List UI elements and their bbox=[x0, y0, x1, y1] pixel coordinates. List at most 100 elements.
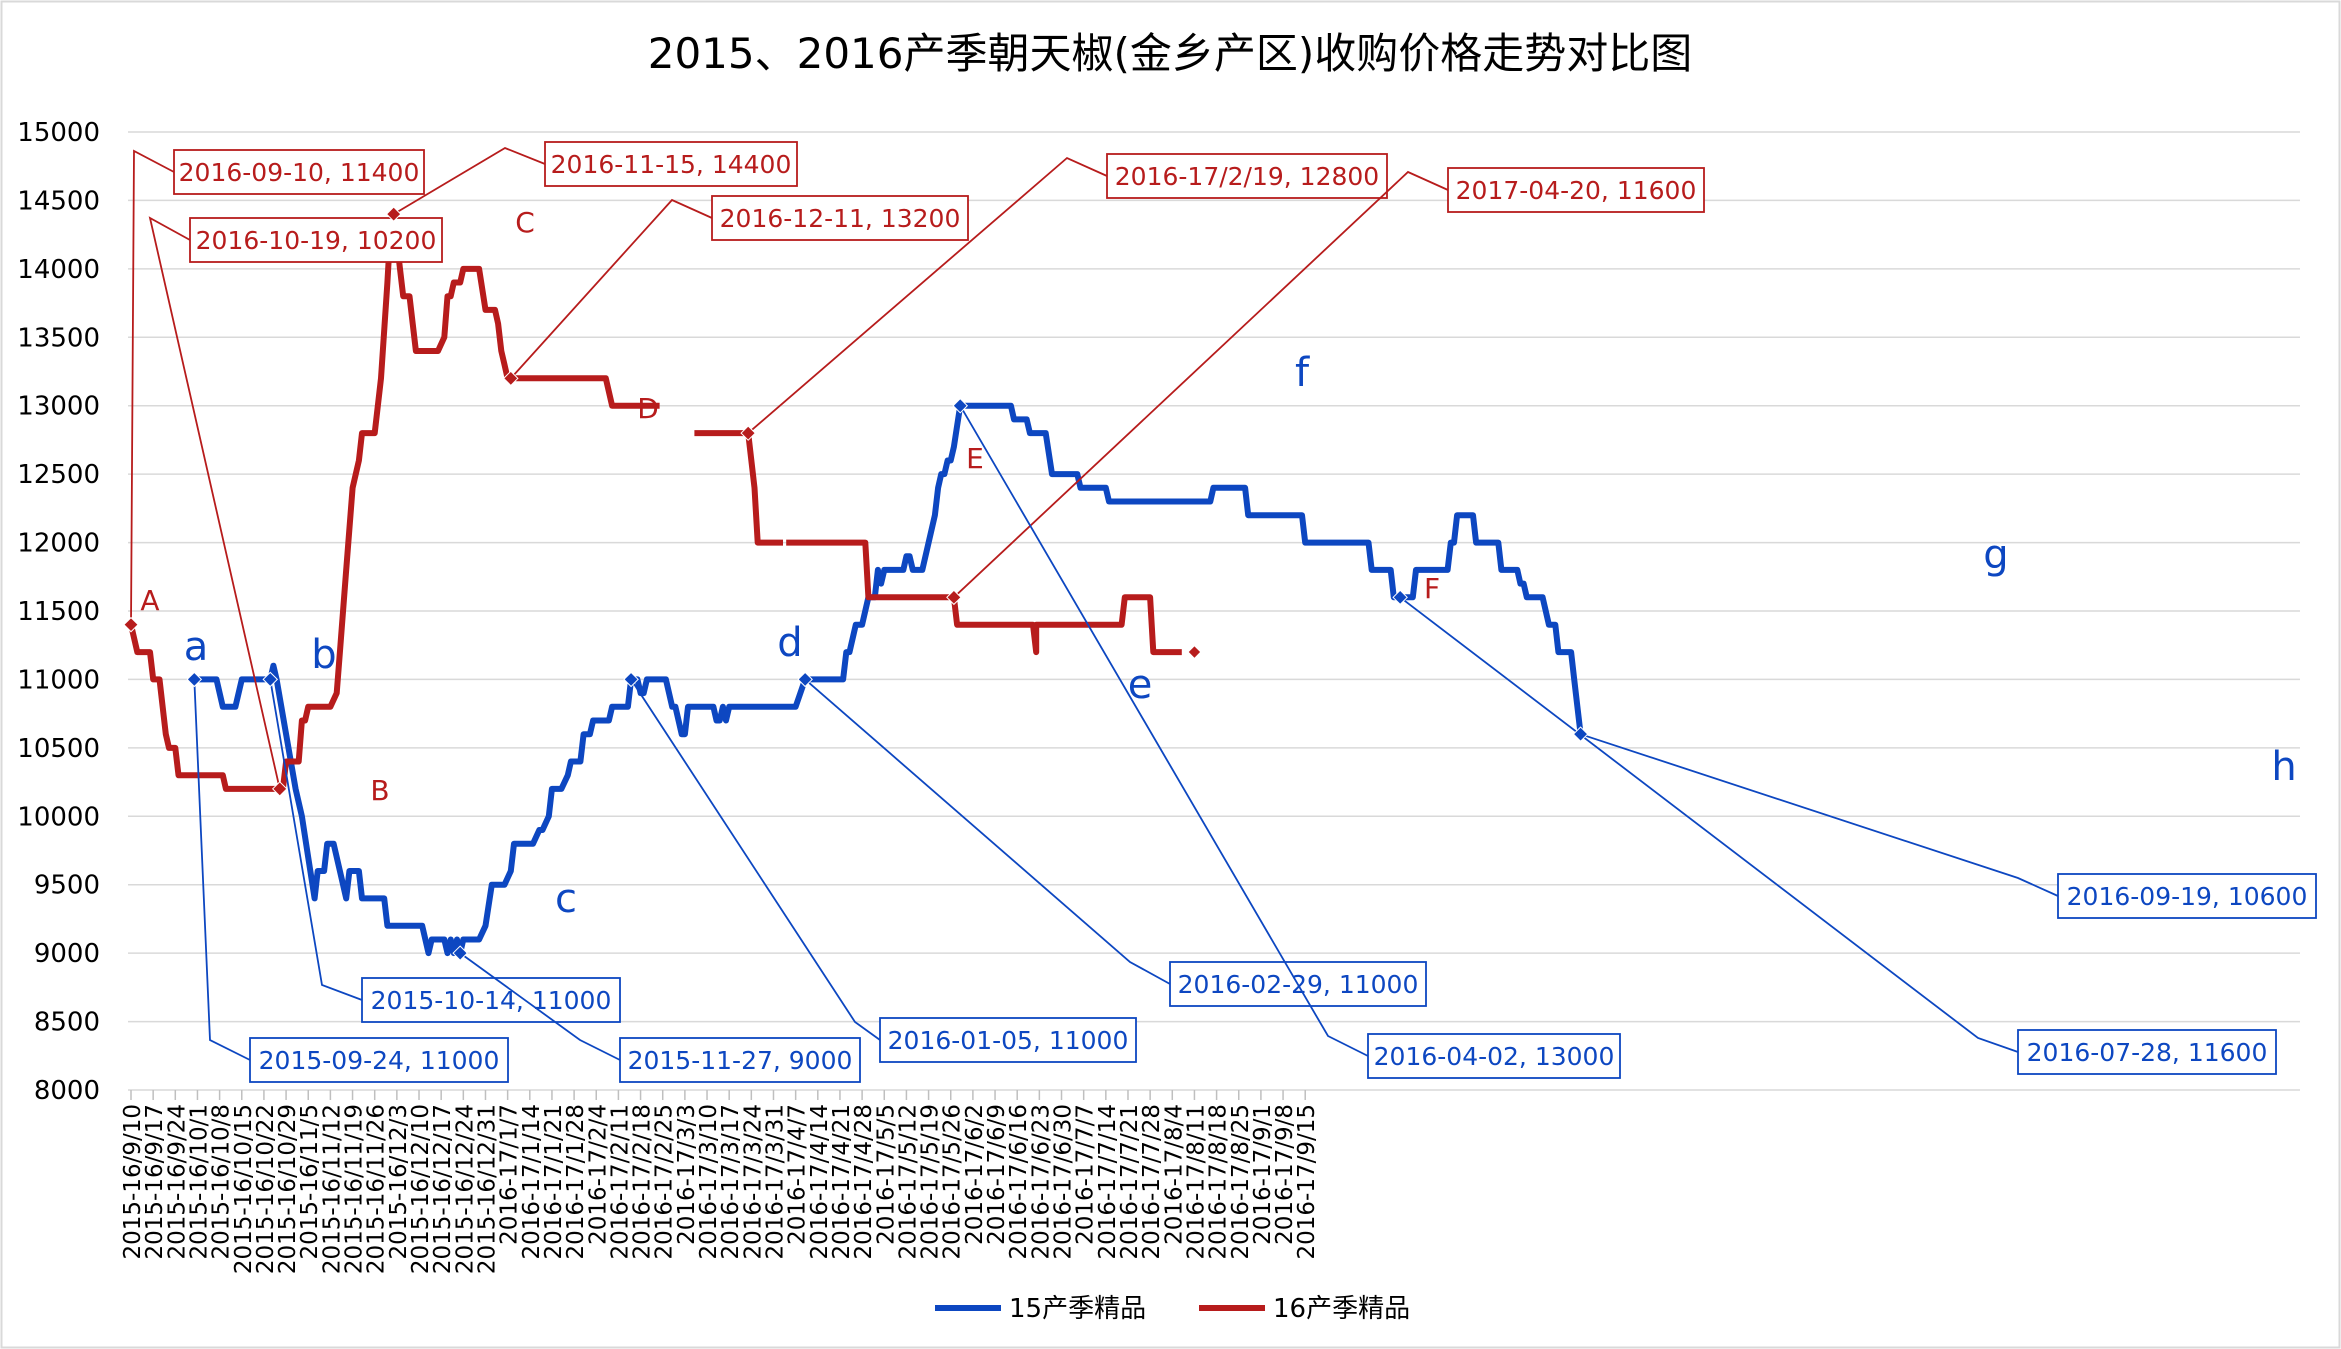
data-point-marker bbox=[503, 370, 519, 387]
y-tick-label: 14500 bbox=[17, 186, 100, 216]
x-tick-label: 2016-17/9/15 bbox=[1294, 1104, 1320, 1260]
marker-callout: g 2016-07-28, 11600 bbox=[1392, 532, 2277, 1075]
x-tick-label: 2016-17/1/14 bbox=[519, 1104, 545, 1260]
x-tick-label: 2016-17/8/18 bbox=[1206, 1104, 1232, 1260]
y-tick-label: 11500 bbox=[17, 597, 100, 627]
callout-box bbox=[2017, 1029, 2277, 1075]
x-tick-label: 2016-17/5/5 bbox=[873, 1104, 899, 1245]
legend-label: 15产季精品 bbox=[1009, 1294, 1146, 1324]
x-tick-label: 2015-16/11/19 bbox=[342, 1104, 368, 1274]
leader-line bbox=[959, 405, 1369, 1057]
y-tick-label: 9500 bbox=[34, 871, 100, 901]
callout-box bbox=[619, 1037, 861, 1083]
x-tick-label: 2016-17/7/7 bbox=[1073, 1104, 1099, 1245]
callout-label: 2016-11-15, 14400 bbox=[551, 150, 792, 179]
x-tick-label: 2016-17/3/24 bbox=[740, 1104, 766, 1260]
data-point-marker bbox=[797, 671, 813, 688]
callout-box bbox=[173, 149, 425, 195]
point-letter: a bbox=[184, 624, 209, 670]
marker-callout: D 2016-12-11, 13200 bbox=[503, 195, 969, 425]
x-tick-label: 2015-16/10/8 bbox=[209, 1104, 235, 1260]
chart-title: 2015、2016产季朝天椒(金乡产区)收购价格走势对比图 bbox=[648, 29, 1693, 78]
y-tick-label: 14000 bbox=[17, 255, 100, 285]
callout-box bbox=[1106, 153, 1388, 199]
callout-box bbox=[249, 1037, 509, 1083]
x-tick-label: 2016-17/9/1 bbox=[1250, 1104, 1276, 1245]
point-letter: d bbox=[777, 620, 802, 666]
callout-box bbox=[2057, 873, 2317, 919]
x-tick-label: 2016-17/1/28 bbox=[563, 1104, 589, 1260]
marker-callout: C 2016-11-15, 14400 bbox=[385, 141, 798, 239]
leader-line bbox=[193, 679, 251, 1061]
y-axis: 8000 8500 9000 9500 10000 10500 11000 11500 1200… bbox=[17, 118, 100, 1106]
callout-box bbox=[1367, 1033, 1621, 1079]
y-tick-label: 10500 bbox=[17, 734, 100, 764]
callout-label: 2016-04-02, 13000 bbox=[1374, 1042, 1615, 1071]
y-tick-label: 13000 bbox=[17, 392, 100, 422]
leader-line bbox=[747, 156, 1108, 434]
data-point-marker bbox=[623, 671, 639, 688]
x-tick-label: 2016-17/6/9 bbox=[984, 1104, 1010, 1245]
point-letter: g bbox=[1983, 532, 2008, 578]
x-tick-label: 2015-16/10/29 bbox=[275, 1104, 301, 1274]
y-tick-label: 8000 bbox=[34, 1076, 100, 1106]
callout-box bbox=[879, 1017, 1137, 1063]
x-tick-label: 2015-16/11/5 bbox=[297, 1104, 323, 1260]
x-tick-label: 2015-16/12/3 bbox=[386, 1104, 412, 1260]
x-tick-label: 2015-16/11/12 bbox=[319, 1104, 345, 1274]
grid-lines bbox=[128, 131, 2300, 1091]
x-tick-label: 2015-16/12/10 bbox=[408, 1104, 434, 1274]
marker-callout: f 2016-04-02, 13000 bbox=[952, 350, 1621, 1079]
x-tick-label: 2015-16/12/24 bbox=[452, 1104, 478, 1274]
series-line bbox=[194, 402, 1584, 957]
x-tick-label: 2016-17/4/28 bbox=[851, 1104, 877, 1260]
callout-box bbox=[711, 195, 969, 241]
callout-label: 2016-07-28, 11600 bbox=[2027, 1038, 2268, 1067]
data-point-marker bbox=[452, 945, 468, 961]
callout-label: 2016-12-11, 13200 bbox=[720, 204, 961, 233]
x-axis: 2015-16/9/102015-16/9/172015-16/9/242015… bbox=[120, 1090, 1320, 1274]
x-tick-label: 2016-17/1/21 bbox=[541, 1104, 567, 1260]
x-tick-label: 2016-17/6/30 bbox=[1051, 1104, 1077, 1260]
callout-box bbox=[1447, 167, 1705, 213]
x-tick-label: 2016-17/3/3 bbox=[674, 1104, 700, 1245]
marker-callout: A 2016-09-10, 11400 bbox=[123, 149, 425, 633]
y-tick-label: 10000 bbox=[17, 802, 100, 832]
x-tick-label: 2016-17/7/28 bbox=[1139, 1104, 1165, 1260]
y-tick-label: 13500 bbox=[17, 323, 100, 353]
y-tick-label: 15000 bbox=[17, 118, 100, 148]
callout-box bbox=[189, 217, 443, 263]
x-tick-label: 2016-17/3/10 bbox=[696, 1104, 722, 1260]
callout-label: 2015-10-14, 11000 bbox=[371, 986, 612, 1015]
leader-line bbox=[1399, 596, 2019, 1053]
leader-line bbox=[510, 198, 713, 379]
x-tick-label: 2015-16/12/17 bbox=[430, 1104, 456, 1274]
point-letter: A bbox=[140, 584, 159, 617]
marker-callout: a 2015-09-24, 11000 bbox=[184, 624, 509, 1083]
series-line bbox=[128, 211, 660, 792]
series-line bbox=[786, 539, 1182, 656]
series-end-marker bbox=[1188, 646, 1201, 658]
x-tick-label: 2015-16/9/24 bbox=[164, 1104, 190, 1260]
point-letter: f bbox=[1295, 350, 1310, 396]
marker-callout: B 2016-10-19, 10200 bbox=[148, 216, 443, 807]
callouts: A 2016-09-10, 11400 B 2016-10-19, 10200 C 201… bbox=[123, 141, 2317, 1083]
x-tick-label: 2016-17/7/21 bbox=[1117, 1104, 1143, 1260]
data-point-marker bbox=[271, 781, 288, 797]
x-tick-label: 2016-17/6/23 bbox=[1028, 1104, 1054, 1260]
data-point-marker bbox=[740, 425, 756, 441]
callout-label: 2016-17/2/19, 12800 bbox=[1115, 162, 1379, 191]
callout-label: 2016-09-10, 11400 bbox=[179, 158, 420, 187]
leader-line bbox=[130, 149, 175, 625]
leader-line bbox=[630, 678, 881, 1041]
legend: 15产季精品 16产季精品 bbox=[935, 1294, 1410, 1324]
marker-callout: c 2015-11-27, 9000 bbox=[452, 876, 861, 1083]
point-letter: C bbox=[515, 206, 535, 239]
series-line bbox=[694, 430, 783, 546]
point-letter: h bbox=[2271, 744, 2296, 790]
x-tick-label: 2016-17/5/19 bbox=[918, 1104, 944, 1260]
marker-callout: h 2016-09-19, 10600 bbox=[1572, 726, 2317, 919]
x-tick-label: 2016-17/3/17 bbox=[718, 1104, 744, 1260]
x-tick-label: 2016-17/4/7 bbox=[785, 1104, 811, 1245]
y-tick-label: 8500 bbox=[34, 1008, 100, 1038]
